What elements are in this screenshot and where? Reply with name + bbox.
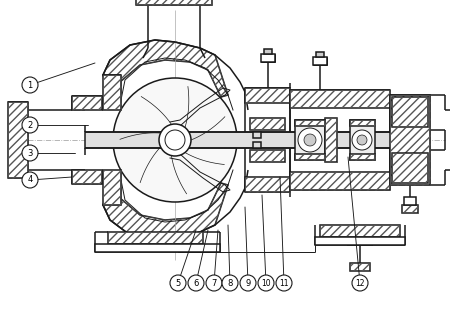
Text: 10: 10 <box>261 279 271 288</box>
Circle shape <box>304 134 316 146</box>
Text: 2: 2 <box>27 121 32 129</box>
Bar <box>290 90 390 108</box>
Bar <box>103 75 121 110</box>
Bar <box>392 153 428 183</box>
Bar <box>325 118 337 162</box>
Bar <box>85 132 425 148</box>
Bar <box>392 153 428 183</box>
Polygon shape <box>103 40 228 103</box>
Bar <box>250 118 285 130</box>
Circle shape <box>188 275 204 291</box>
Circle shape <box>357 135 367 145</box>
Circle shape <box>170 275 186 291</box>
Text: 6: 6 <box>194 279 199 288</box>
Bar <box>136 0 212 5</box>
Bar <box>350 120 375 126</box>
Circle shape <box>22 77 38 93</box>
Bar <box>350 120 375 160</box>
Circle shape <box>22 145 38 161</box>
Bar <box>103 170 121 205</box>
Bar <box>253 142 261 148</box>
Bar <box>295 154 325 160</box>
Bar <box>390 95 430 185</box>
Circle shape <box>276 275 292 291</box>
Circle shape <box>352 275 368 291</box>
Circle shape <box>258 275 274 291</box>
Text: 11: 11 <box>279 279 289 288</box>
Bar <box>350 154 375 160</box>
Bar <box>136 0 212 5</box>
Bar <box>295 120 325 126</box>
Bar <box>290 90 390 108</box>
Bar <box>325 118 337 162</box>
Bar <box>253 132 261 138</box>
Bar <box>350 154 375 160</box>
Circle shape <box>222 275 238 291</box>
Text: 4: 4 <box>27 176 32 185</box>
Bar <box>108 232 203 244</box>
Bar <box>350 120 375 126</box>
Circle shape <box>206 275 222 291</box>
Bar <box>245 88 290 103</box>
Bar <box>295 120 325 126</box>
Bar <box>250 118 285 130</box>
Polygon shape <box>103 177 228 240</box>
Bar <box>350 263 370 271</box>
Bar <box>295 120 325 160</box>
Bar <box>245 177 290 192</box>
Bar <box>103 75 121 110</box>
Bar <box>392 97 428 127</box>
Bar <box>402 205 418 213</box>
Bar <box>103 170 121 205</box>
Circle shape <box>240 275 256 291</box>
Text: 3: 3 <box>27 149 33 158</box>
Bar <box>320 225 400 237</box>
Text: 1: 1 <box>27 81 32 89</box>
Circle shape <box>352 130 372 150</box>
Bar <box>316 52 324 57</box>
Bar <box>245 177 290 192</box>
Circle shape <box>22 172 38 188</box>
Text: 8: 8 <box>227 279 233 288</box>
Text: 9: 9 <box>245 279 251 288</box>
Bar <box>72 96 102 110</box>
Bar <box>295 154 325 160</box>
Bar <box>390 95 430 185</box>
Bar <box>290 172 390 190</box>
Bar <box>290 172 390 190</box>
Bar <box>95 244 220 252</box>
Bar <box>264 49 272 54</box>
Text: 5: 5 <box>176 279 180 288</box>
Bar <box>313 57 327 65</box>
Circle shape <box>22 117 38 133</box>
Text: 12: 12 <box>355 279 365 288</box>
Bar <box>250 150 285 162</box>
Bar <box>402 205 418 213</box>
Circle shape <box>298 128 322 152</box>
Bar <box>8 102 28 178</box>
Bar <box>72 96 102 110</box>
Circle shape <box>113 78 237 202</box>
Bar <box>404 197 416 205</box>
Bar <box>320 225 400 237</box>
Bar <box>350 263 370 271</box>
Circle shape <box>165 130 185 150</box>
Bar <box>315 237 405 245</box>
Bar <box>8 102 28 178</box>
Bar <box>72 170 102 184</box>
Bar <box>392 97 428 127</box>
Text: 7: 7 <box>212 279 217 288</box>
Bar <box>261 54 275 62</box>
Bar <box>108 232 203 244</box>
Bar <box>72 170 102 184</box>
Bar <box>250 150 285 162</box>
Bar <box>245 88 290 103</box>
Circle shape <box>159 124 191 156</box>
